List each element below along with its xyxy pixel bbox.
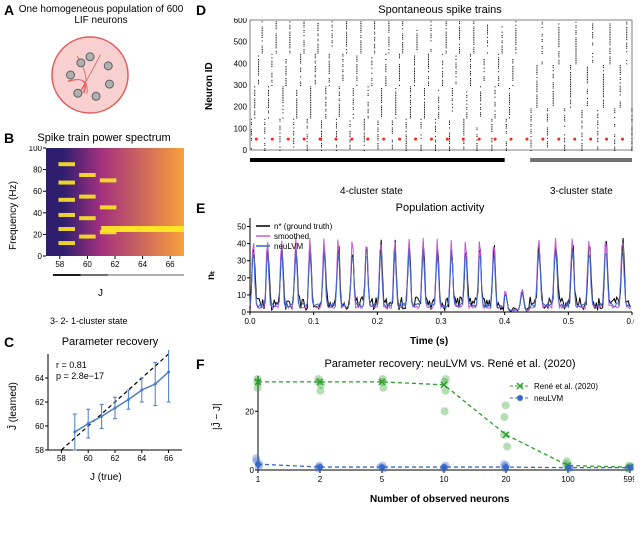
svg-text:n* (ground truth): n* (ground truth) [274,222,333,231]
svg-text:64: 64 [138,260,147,269]
svg-text:20: 20 [237,274,246,283]
panel-b-title: Spike train power spectrum [24,132,184,144]
svg-text:62: 62 [35,398,44,407]
svg-text:64: 64 [35,374,44,383]
svg-text:5: 5 [380,475,385,484]
svg-text:60: 60 [84,454,93,463]
panel-b-xlabel: J [98,288,103,299]
panel-a-label: A [4,2,14,18]
panel-a-diagram [40,30,140,120]
panel-f-chart: 1 2 5 10 20 100 599 0 20 René et al. (2020) neuLVM [232,372,634,492]
svg-text:neuLVM: neuLVM [274,242,304,251]
svg-text:0.5: 0.5 [563,317,575,326]
panel-c-ylabel: Ĵ (learned) [8,382,19,430]
panel-f-ylabel: |Ĵ − J| [212,403,223,430]
svg-text:58: 58 [55,260,64,269]
svg-text:0.6: 0.6 [626,317,634,326]
panel-b-chart: 58 60 62 64 66 0 20 40 60 80 100 [28,146,186,276]
svg-text:0.3: 0.3 [435,317,447,326]
svg-text:66: 66 [166,260,175,269]
svg-text:0: 0 [243,146,248,155]
svg-text:80: 80 [33,166,42,175]
svg-text:0: 0 [250,466,255,475]
panel-c-xlabel: J (true) [90,472,122,483]
svg-text:r = 0.81: r = 0.81 [56,360,87,370]
svg-text:20: 20 [502,475,511,484]
svg-text:500: 500 [234,38,248,47]
svg-text:0: 0 [242,308,247,317]
panel-c-title: Parameter recovery [40,336,180,348]
svg-text:100: 100 [234,124,248,133]
panel-d-raster: 0 100 200 300 400 500 600 [226,18,634,168]
svg-text:20: 20 [245,407,254,416]
svg-text:0: 0 [38,252,43,261]
svg-text:100: 100 [561,475,575,484]
svg-text:200: 200 [234,103,248,112]
panel-d-ylabel: Neuron ID [204,62,215,110]
panel-d-label: D [196,2,206,18]
svg-text:10: 10 [237,291,246,300]
panel-b-cluster-label: 3- 2- 1-cluster state [50,316,128,326]
svg-text:599: 599 [623,475,634,484]
svg-text:2: 2 [318,475,323,484]
panel-a-title: One homogeneous population of 600 LIF ne… [16,4,186,26]
panel-b-ylabel: Frequency (Hz) [8,181,19,250]
panel-e-xlabel: Time (s) [410,336,448,347]
svg-text:10: 10 [440,475,449,484]
panel-e-ylabel: nₜ [206,271,217,280]
svg-text:66: 66 [164,454,173,463]
svg-text:40: 40 [237,240,246,249]
svg-text:400: 400 [234,59,248,68]
svg-text:20: 20 [33,230,42,239]
svg-text:neuLVM: neuLVM [534,394,564,403]
svg-text:René et al. (2020): René et al. (2020) [534,382,598,391]
svg-text:58: 58 [35,446,44,455]
panel-f-title: Parameter recovery: neuLVM vs. René et a… [300,358,600,370]
svg-text:600: 600 [234,18,248,25]
panel-b-label: B [4,130,14,146]
svg-text:0.1: 0.1 [308,317,320,326]
panel-e-chart: 0.0 0.1 0.2 0.3 0.4 0.5 0.6 0 10 20 30 40 50 n* (grou… [226,214,634,334]
svg-text:62: 62 [111,454,120,463]
panel-c-chart: 58 60 62 64 66 58 60 62 64 r = 0.81p = 2.8e−17 [28,350,186,470]
panel-d-bar3-label: 3-cluster state [550,186,613,197]
svg-text:100: 100 [29,146,43,153]
svg-text:300: 300 [234,81,248,90]
svg-text:30: 30 [237,257,246,266]
svg-text:p = 2.8e−17: p = 2.8e−17 [56,371,104,381]
svg-text:58: 58 [57,454,66,463]
panel-e-label: E [196,200,205,216]
svg-text:60: 60 [35,422,44,431]
svg-text:64: 64 [137,454,146,463]
svg-text:0.4: 0.4 [499,317,511,326]
panel-d-title: Spontaneous spike trains [340,4,540,16]
svg-text:40: 40 [33,209,42,218]
panel-d-bar4-label: 4-cluster state [340,186,403,197]
svg-text:62: 62 [111,260,120,269]
svg-text:50: 50 [237,223,246,232]
panel-f-xlabel: Number of observed neurons [370,494,509,505]
svg-text:0.2: 0.2 [372,317,384,326]
panel-c-label: C [4,334,14,350]
svg-text:smoothed: smoothed [274,232,309,241]
panel-f-label: F [196,356,205,372]
svg-text:60: 60 [33,187,42,196]
svg-text:0.0: 0.0 [244,317,256,326]
svg-text:1: 1 [256,475,261,484]
svg-text:60: 60 [83,260,92,269]
panel-e-title: Population activity [370,202,510,214]
